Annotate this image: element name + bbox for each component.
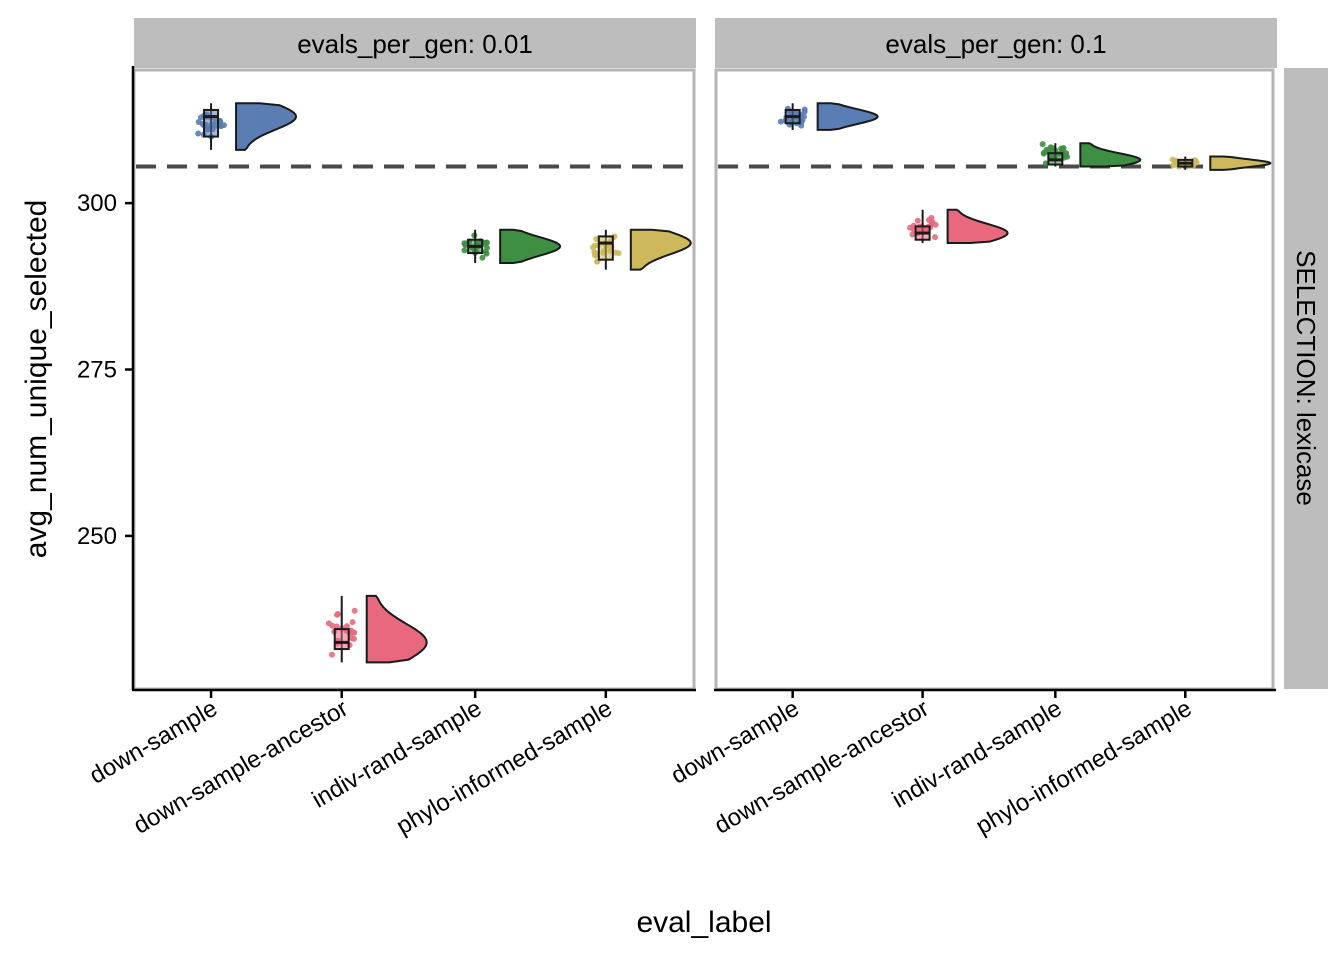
box-body <box>203 108 220 138</box>
strip-panel-1-label: evals_per_gen: 0.01 <box>297 29 533 59</box>
data-point <box>343 623 350 630</box>
data-point <box>462 241 469 248</box>
data-point <box>1048 144 1055 151</box>
strip-panel-1-bg <box>134 18 696 68</box>
violin-half <box>946 208 1009 245</box>
data-point <box>197 114 204 121</box>
x-tick-label: phylo-informed-sample <box>392 695 617 840</box>
y-tick-label: 300 <box>77 190 117 217</box>
data-point <box>351 635 358 642</box>
data-point <box>328 651 335 658</box>
box-body <box>333 628 350 651</box>
data-point <box>1039 141 1046 148</box>
data-point <box>777 118 784 125</box>
violin-half <box>499 228 562 265</box>
violin-half <box>235 102 298 151</box>
x-tick-label: down-sample-ancestor <box>129 695 353 840</box>
row-strip-label: SELECTION: lexicase <box>1291 250 1321 506</box>
data-point <box>1040 150 1047 157</box>
data-point <box>482 248 489 255</box>
strip-panel-2-bg <box>715 18 1277 68</box>
row-strip-bg <box>1284 68 1328 689</box>
data-point <box>334 610 341 617</box>
box-body <box>597 235 614 261</box>
violin-half <box>629 228 692 271</box>
data-point <box>801 106 808 113</box>
data-point <box>333 623 340 630</box>
data-point <box>1063 150 1070 157</box>
data-point <box>195 130 202 137</box>
data-point <box>461 247 468 254</box>
data-point <box>329 622 336 629</box>
data-point <box>593 236 600 243</box>
data-point <box>351 607 358 614</box>
violin-half <box>816 102 879 131</box>
data-point <box>914 217 921 224</box>
violin-half <box>1079 142 1142 168</box>
data-point <box>195 119 202 126</box>
data-point <box>932 234 939 241</box>
data-point <box>591 242 598 249</box>
x-axis-title: eval_label <box>636 906 771 939</box>
data-point <box>928 214 935 221</box>
x-tick-label: phylo-informed-sample <box>971 695 1196 840</box>
data-point <box>1059 146 1066 153</box>
y-axis-title: avg_num_unique_selected <box>20 200 53 559</box>
violin-half <box>1209 155 1272 171</box>
data-point <box>349 619 356 626</box>
y-tick-label: 250 <box>77 523 117 550</box>
violin-half <box>365 594 428 664</box>
panel-1-frame <box>132 68 696 691</box>
data-point <box>932 221 939 228</box>
y-tick-label: 275 <box>77 357 117 384</box>
x-tick-label: down-sample-ancestor <box>710 695 934 840</box>
data-point <box>909 231 916 238</box>
strip-panel-2-label: evals_per_gen: 0.1 <box>885 29 1106 59</box>
data-point <box>479 254 486 261</box>
